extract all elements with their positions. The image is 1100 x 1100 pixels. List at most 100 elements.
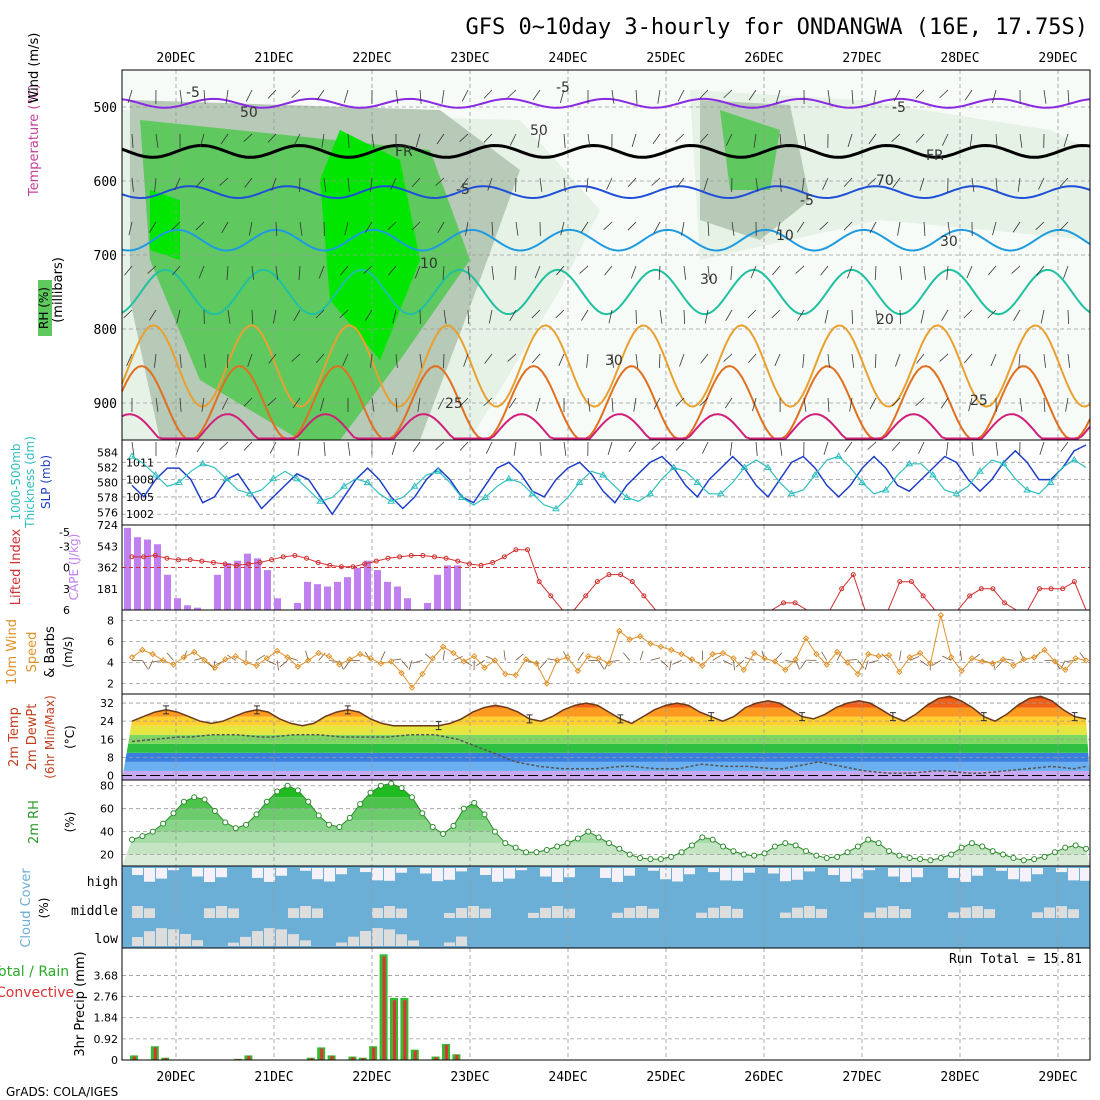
thickness-tick-label: 576 — [97, 507, 118, 520]
wind-barb — [1039, 441, 1045, 455]
cloud-high-gap — [828, 868, 839, 876]
wind-speed-marker — [802, 635, 810, 642]
surface-wind-barb — [800, 660, 807, 669]
wind-speed-marker — [356, 650, 364, 658]
temp-label: 2m Temp — [7, 707, 22, 767]
wind-barb — [251, 265, 255, 280]
wind-barb — [171, 221, 181, 231]
wind-barb — [891, 397, 901, 407]
wind-speed-marker — [823, 661, 830, 668]
rh-marker — [937, 854, 944, 861]
cloud-high-gap — [456, 868, 467, 872]
rh-marker — [170, 810, 177, 817]
cloud-high-gap — [912, 868, 923, 878]
rh-marker — [398, 785, 405, 792]
surface-wind-barb — [857, 660, 865, 669]
temp-line — [131, 695, 1087, 727]
wind-speed-marker — [305, 657, 312, 664]
rh-tick-label: 20 — [100, 849, 114, 862]
cloud-mid-gap — [1044, 907, 1055, 918]
wind-speed-marker — [740, 666, 748, 674]
lifted-index-marker — [443, 555, 449, 561]
contour-label: 50 — [530, 123, 548, 139]
cloud-low-gap — [360, 930, 371, 946]
thickness-marker — [717, 489, 725, 497]
wind-barb — [411, 221, 421, 231]
rh-marker — [543, 846, 550, 853]
rh-marker — [1083, 845, 1089, 852]
temp-band — [122, 725, 1090, 735]
precip-convective-bar — [351, 1057, 355, 1060]
wind-barb — [868, 133, 877, 145]
wind-barb — [442, 265, 445, 280]
wind-tick-label: 6 — [107, 636, 114, 649]
wind-barb — [269, 441, 277, 454]
wind-barb — [803, 397, 807, 412]
wind-barb — [154, 177, 157, 192]
wind-barb — [391, 441, 397, 456]
lifted-index-marker — [978, 586, 984, 592]
surface-wind-barb — [672, 660, 682, 665]
rh-marker — [1020, 857, 1027, 864]
wind-barb — [971, 441, 974, 456]
contour-label: 30 — [700, 272, 718, 288]
wind-speed-marker — [346, 656, 353, 663]
wind-barb — [467, 265, 471, 280]
wind-barb — [827, 353, 830, 368]
wind-barb — [536, 397, 541, 412]
surface-wind-barb — [148, 660, 154, 670]
cloud-high-gap — [492, 868, 503, 882]
rh-marker — [346, 814, 353, 821]
lifted-index-marker — [594, 579, 600, 585]
wind-barb — [723, 353, 733, 362]
lifted-index-marker — [129, 554, 135, 560]
lifted-index-marker — [385, 555, 391, 561]
wind-barb — [219, 441, 229, 450]
wind-barb — [174, 177, 181, 191]
lifted-index-marker — [850, 572, 856, 578]
footer-credit: GrADS: COLA/IGES — [6, 1085, 118, 1099]
rh-marker — [129, 836, 135, 843]
wind-barb — [131, 441, 135, 456]
rh-marker — [274, 788, 281, 795]
wind-barb — [390, 177, 397, 191]
rh-marker — [232, 825, 239, 832]
thickness-marker — [1070, 456, 1079, 463]
wind-barb — [941, 309, 949, 321]
rh-marker — [647, 856, 654, 863]
cloud-mid-gap — [816, 908, 827, 918]
rh-legend-swatch — [38, 280, 52, 336]
surface-wind-barb — [909, 656, 920, 661]
wind-barb — [843, 221, 853, 231]
thickness-marker — [434, 467, 443, 474]
thickness-marker — [575, 478, 584, 485]
wind-speed-marker — [294, 663, 302, 670]
cloud-low-gap — [384, 929, 395, 946]
wind-barb — [653, 397, 661, 410]
rh-marker — [844, 849, 851, 856]
rh-marker — [481, 811, 488, 818]
rh-marker — [595, 834, 602, 841]
contour-label: -5 — [892, 100, 906, 116]
cloud-low-gap — [180, 933, 191, 946]
rh-marker — [284, 782, 291, 789]
wind-barb — [203, 89, 206, 104]
wind-barb — [923, 221, 926, 236]
precip-convective-bar — [413, 1050, 417, 1060]
temp-tick-label: 0 — [107, 769, 114, 782]
wind-speed-marker — [709, 650, 716, 658]
cloud-high-gap — [360, 868, 371, 873]
cloud-low-gap — [276, 929, 287, 946]
wind-barb — [652, 133, 661, 145]
wind-barb — [939, 353, 949, 362]
thickness-marker — [787, 489, 796, 497]
chart-title: GFS 0~10day 3-hourly for ONDANGWA (16E, … — [465, 15, 1088, 40]
wind-speed-marker — [896, 668, 903, 676]
cloud-mid-gap — [864, 912, 875, 918]
rh-marker — [751, 852, 758, 859]
rh-marker — [979, 843, 986, 850]
day-label-top: 22DEC — [352, 51, 391, 66]
wind-speed-marker — [906, 654, 913, 661]
wind-barb — [675, 397, 685, 407]
